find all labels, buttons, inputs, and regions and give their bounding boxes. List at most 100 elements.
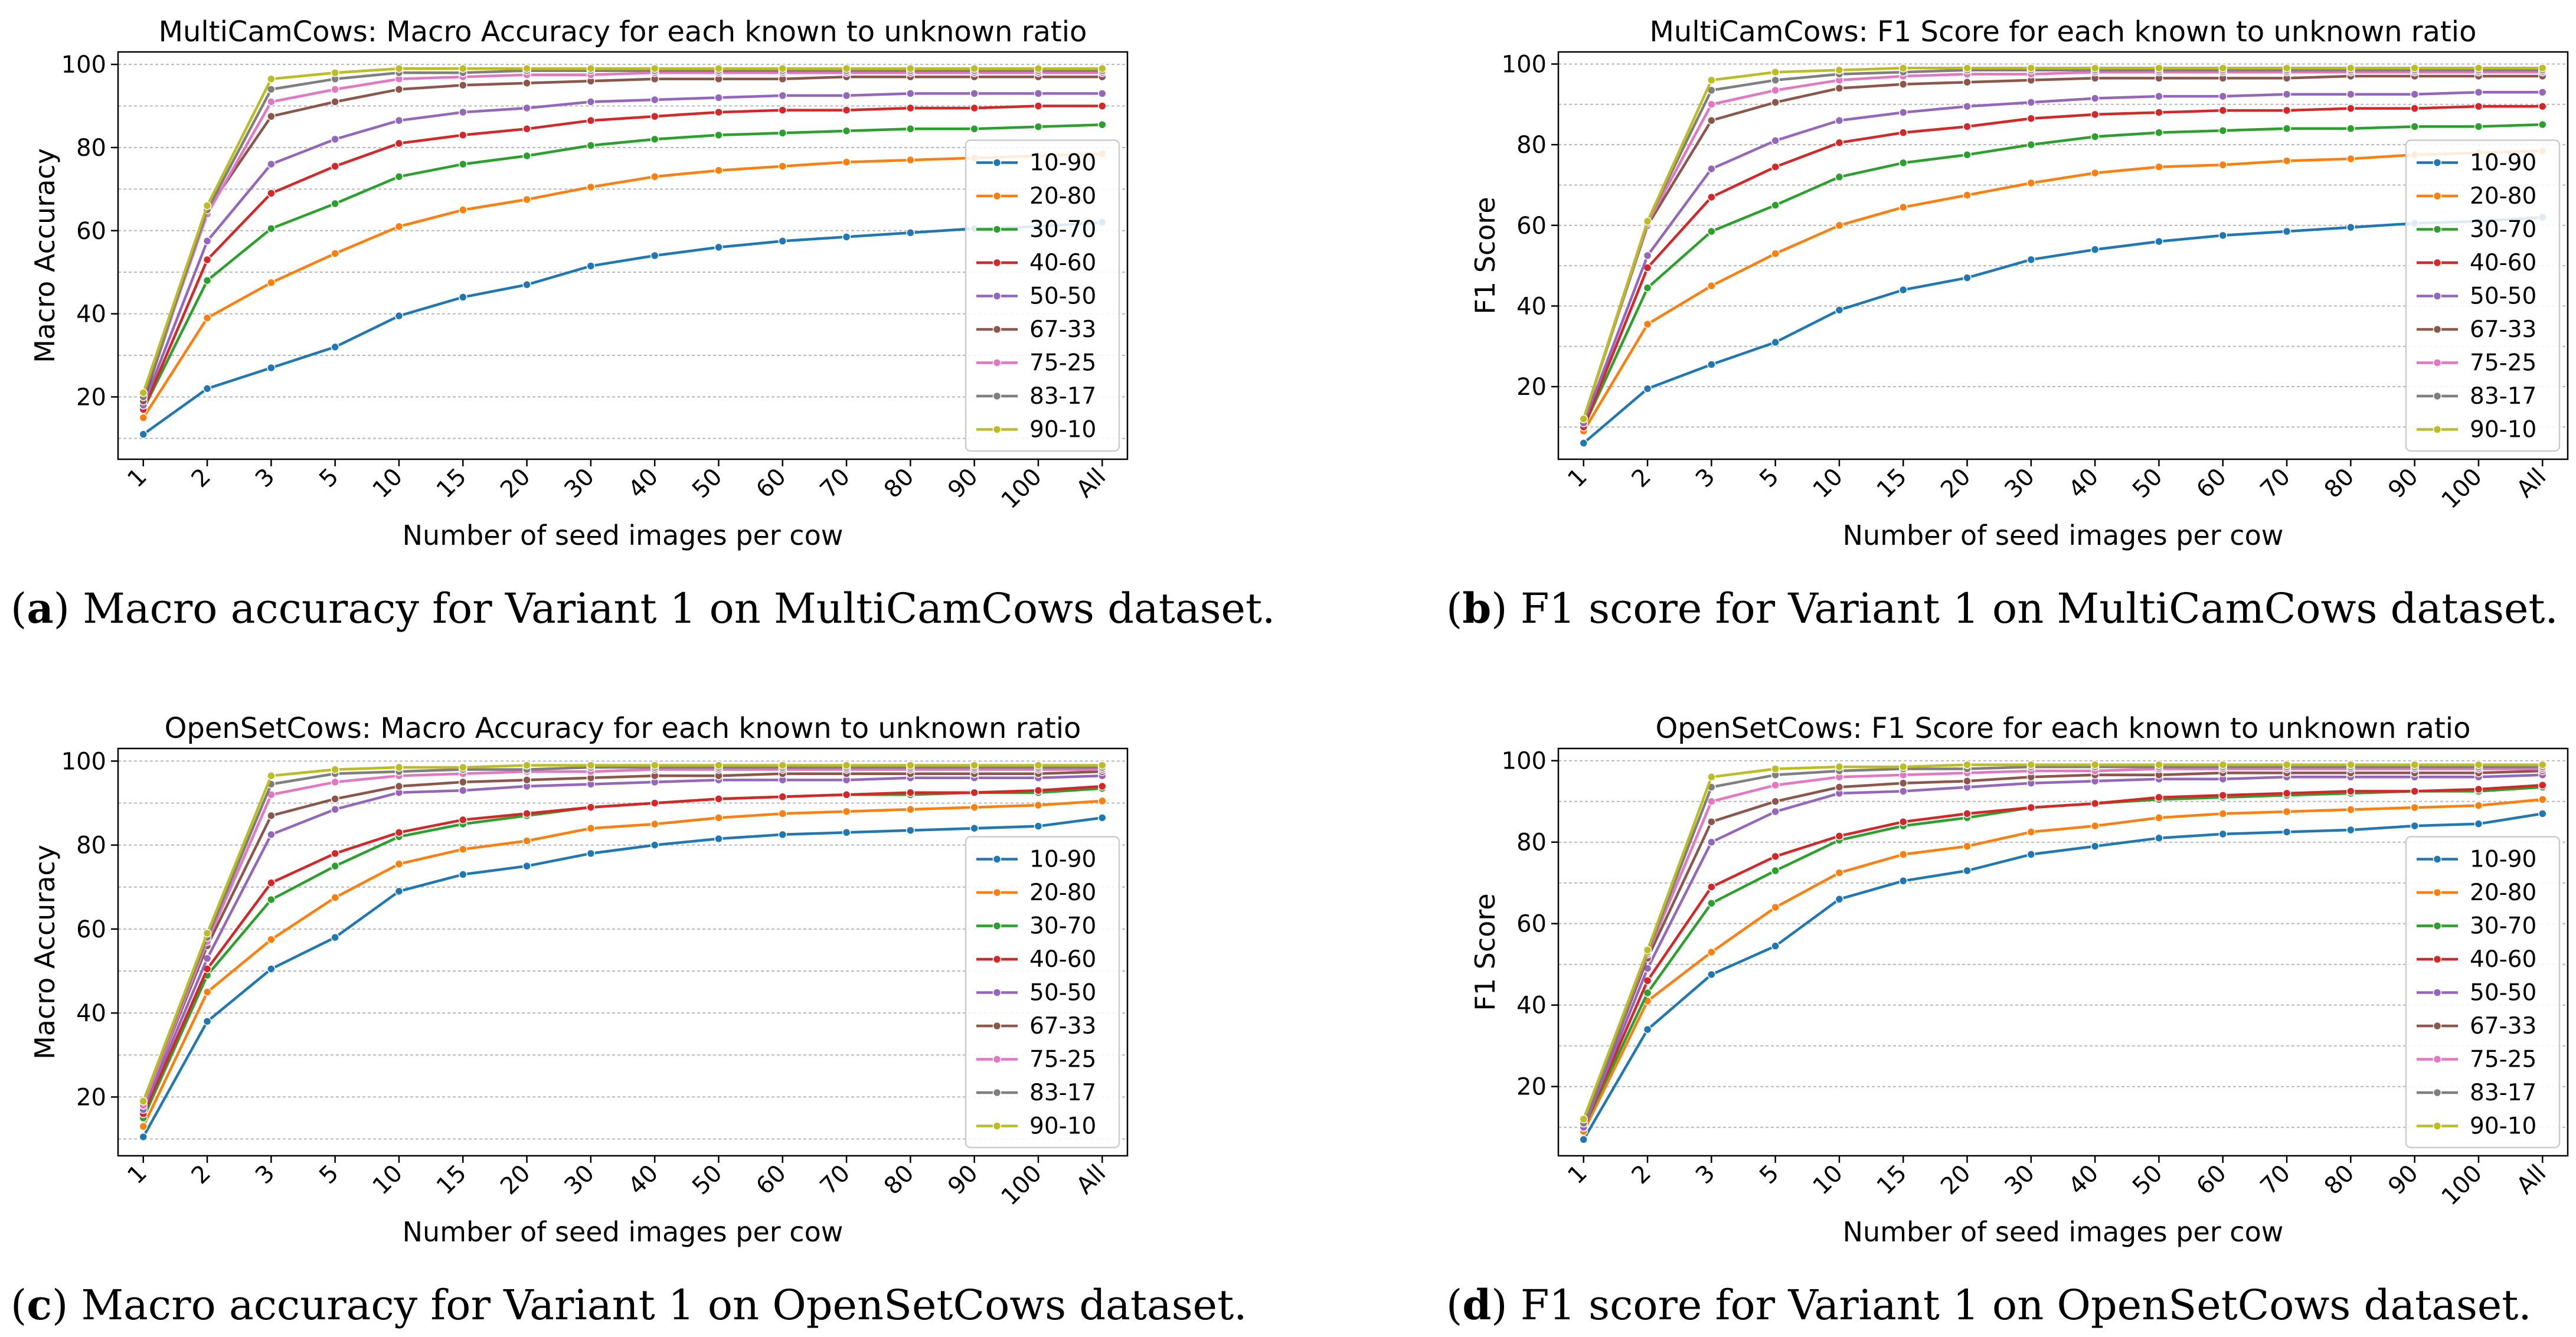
- caption-label: (b): [1446, 584, 1508, 633]
- series-line-40-60: [1582, 783, 2543, 1128]
- x-tick-label: 80: [879, 1160, 920, 1201]
- data-point: [1899, 779, 1908, 787]
- data-point: [331, 765, 339, 774]
- x-tick-label: 100: [2437, 1160, 2488, 1211]
- data-point: [842, 233, 851, 241]
- legend-label-40-60: 40-60: [1029, 250, 1096, 276]
- data-point: [2090, 110, 2100, 119]
- data-point: [2155, 108, 2163, 117]
- data-point: [2090, 168, 2100, 178]
- data-point: [2346, 223, 2355, 232]
- data-point: [778, 761, 787, 770]
- data-point: [2410, 787, 2419, 796]
- data-point: [2346, 787, 2355, 796]
- legend-marker: [992, 888, 1002, 897]
- data-point: [2155, 813, 2163, 822]
- data-point: [2346, 805, 2355, 814]
- data-point: [842, 126, 851, 136]
- x-tick-label: All: [1071, 1160, 1112, 1200]
- figure-caption: (a) Macro accuracy for Variant 1 on Mult…: [11, 584, 1275, 633]
- data-point: [2218, 809, 2227, 818]
- legend-marker: [992, 425, 1002, 434]
- data-point: [2218, 91, 2227, 101]
- x-tick-label: 15: [1872, 1160, 1913, 1201]
- data-point: [1643, 384, 1652, 393]
- data-point: [267, 895, 276, 904]
- data-point: [2155, 237, 2163, 246]
- y-tick-label: 40: [1516, 992, 1547, 1019]
- plot-frame: [117, 51, 1129, 460]
- x-tick-label: 5: [314, 463, 344, 493]
- data-point: [586, 823, 596, 833]
- data-point: [459, 159, 468, 169]
- x-tick-label: 5: [1754, 463, 1784, 493]
- data-point: [1835, 172, 1844, 182]
- legend-label-10-90: 10-90: [2470, 846, 2536, 873]
- data-point: [650, 112, 659, 121]
- plot-frame: [1557, 747, 2569, 1157]
- data-point: [2282, 227, 2291, 236]
- data-point: [1899, 202, 1908, 212]
- caption-label: (c): [11, 1280, 68, 1329]
- data-point: [714, 813, 723, 822]
- data-point: [586, 141, 596, 150]
- series-line-67-33: [1582, 769, 2543, 1124]
- data-point: [522, 280, 531, 289]
- data-point: [139, 1132, 148, 1142]
- data-point: [522, 761, 531, 770]
- x-tick-label: 90: [943, 1160, 983, 1201]
- data-point: [1579, 1114, 1588, 1124]
- data-point: [267, 771, 276, 780]
- figure-caption: (d) F1 score for Variant 1 on OpenSetCow…: [1446, 1280, 2532, 1329]
- data-point: [2346, 104, 2355, 113]
- x-tick-label: 50: [687, 1160, 728, 1201]
- x-tick-label: 15: [431, 463, 472, 504]
- data-point: [1835, 138, 1844, 147]
- data-point: [2346, 64, 2355, 73]
- data-point: [714, 130, 723, 140]
- data-point: [394, 763, 404, 772]
- legend-label-10-90: 10-90: [1029, 150, 1096, 176]
- data-point: [331, 933, 339, 942]
- data-point: [2155, 128, 2163, 137]
- data-point: [267, 224, 276, 233]
- legend-label-40-60: 40-60: [2470, 946, 2536, 973]
- legend-label-10-90: 10-90: [2470, 150, 2536, 176]
- data-point: [1899, 877, 1908, 885]
- data-point: [1034, 822, 1043, 831]
- x-tick-label: 3: [250, 1160, 280, 1190]
- data-point: [1899, 850, 1908, 859]
- data-point: [1771, 338, 1780, 347]
- x-tick-label: 40: [2064, 463, 2104, 504]
- data-point: [267, 189, 276, 198]
- data-point: [1643, 283, 1652, 292]
- y-tick-label: 60: [1516, 911, 1547, 938]
- series-line-40-60: [142, 784, 1103, 1114]
- legend-label-67-33: 67-33: [1029, 1013, 1096, 1039]
- y-tick-label: 80: [76, 135, 106, 162]
- data-point: [331, 85, 339, 94]
- data-point: [2474, 760, 2483, 769]
- data-point: [2474, 801, 2483, 810]
- legend-label-20-80: 20-80: [1029, 880, 1096, 906]
- data-point: [2218, 64, 2227, 73]
- data-point: [1643, 988, 1652, 998]
- data-point: [1899, 64, 1908, 73]
- legend-label-40-60: 40-60: [1029, 946, 1096, 973]
- data-point: [650, 841, 659, 849]
- data-point: [2026, 255, 2036, 264]
- data-point: [1899, 158, 1908, 168]
- data-point: [2474, 122, 2483, 131]
- series-line-90-10: [142, 67, 1103, 394]
- data-point: [1034, 122, 1043, 131]
- data-point: [2026, 850, 2036, 859]
- data-point: [394, 782, 404, 791]
- legend-label-75-25: 75-25: [2470, 350, 2536, 377]
- data-point: [331, 342, 339, 352]
- data-point: [2090, 64, 2100, 73]
- series-line-20-80: [142, 799, 1103, 1127]
- data-point: [1707, 281, 1716, 290]
- data-point: [1643, 946, 1652, 954]
- x-tick-label: 80: [879, 463, 920, 504]
